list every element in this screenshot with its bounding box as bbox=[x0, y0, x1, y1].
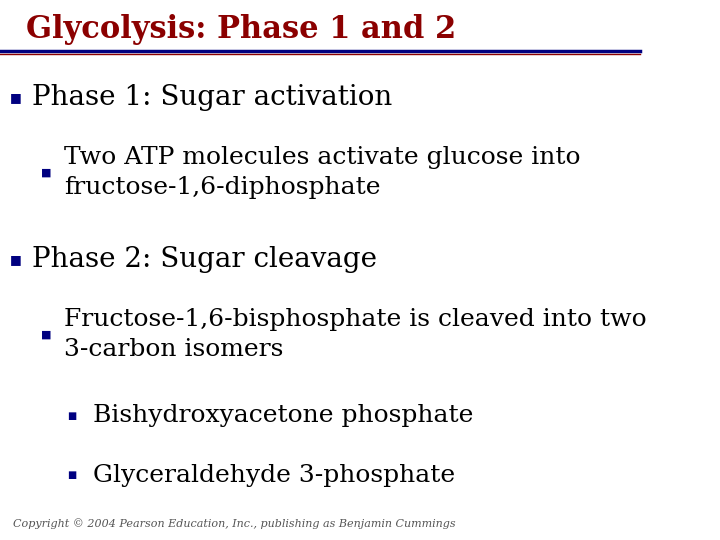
Text: Bishydroxyacetone phosphate: Bishydroxyacetone phosphate bbox=[93, 404, 473, 427]
Text: Copyright © 2004 Pearson Education, Inc., publishing as Benjamin Cummings: Copyright © 2004 Pearson Education, Inc.… bbox=[13, 518, 456, 529]
Text: ■: ■ bbox=[67, 470, 76, 480]
Text: Fructose-1,6-bisphosphate is cleaved into two
3-carbon isomers: Fructose-1,6-bisphosphate is cleaved int… bbox=[64, 308, 647, 361]
Text: Two ATP molecules activate glucose into
fructose-1,6-diphosphate: Two ATP molecules activate glucose into … bbox=[64, 146, 580, 199]
Text: ■: ■ bbox=[10, 253, 22, 266]
Text: ■: ■ bbox=[41, 330, 51, 340]
Text: ■: ■ bbox=[67, 411, 76, 421]
Text: ■: ■ bbox=[41, 168, 51, 178]
Text: Phase 1: Sugar activation: Phase 1: Sugar activation bbox=[32, 84, 392, 111]
Text: Phase 2: Sugar cleavage: Phase 2: Sugar cleavage bbox=[32, 246, 377, 273]
Text: Glycolysis: Phase 1 and 2: Glycolysis: Phase 1 and 2 bbox=[26, 14, 456, 45]
Text: Glyceraldehyde 3-phosphate: Glyceraldehyde 3-phosphate bbox=[93, 464, 455, 487]
Text: ■: ■ bbox=[10, 91, 22, 104]
